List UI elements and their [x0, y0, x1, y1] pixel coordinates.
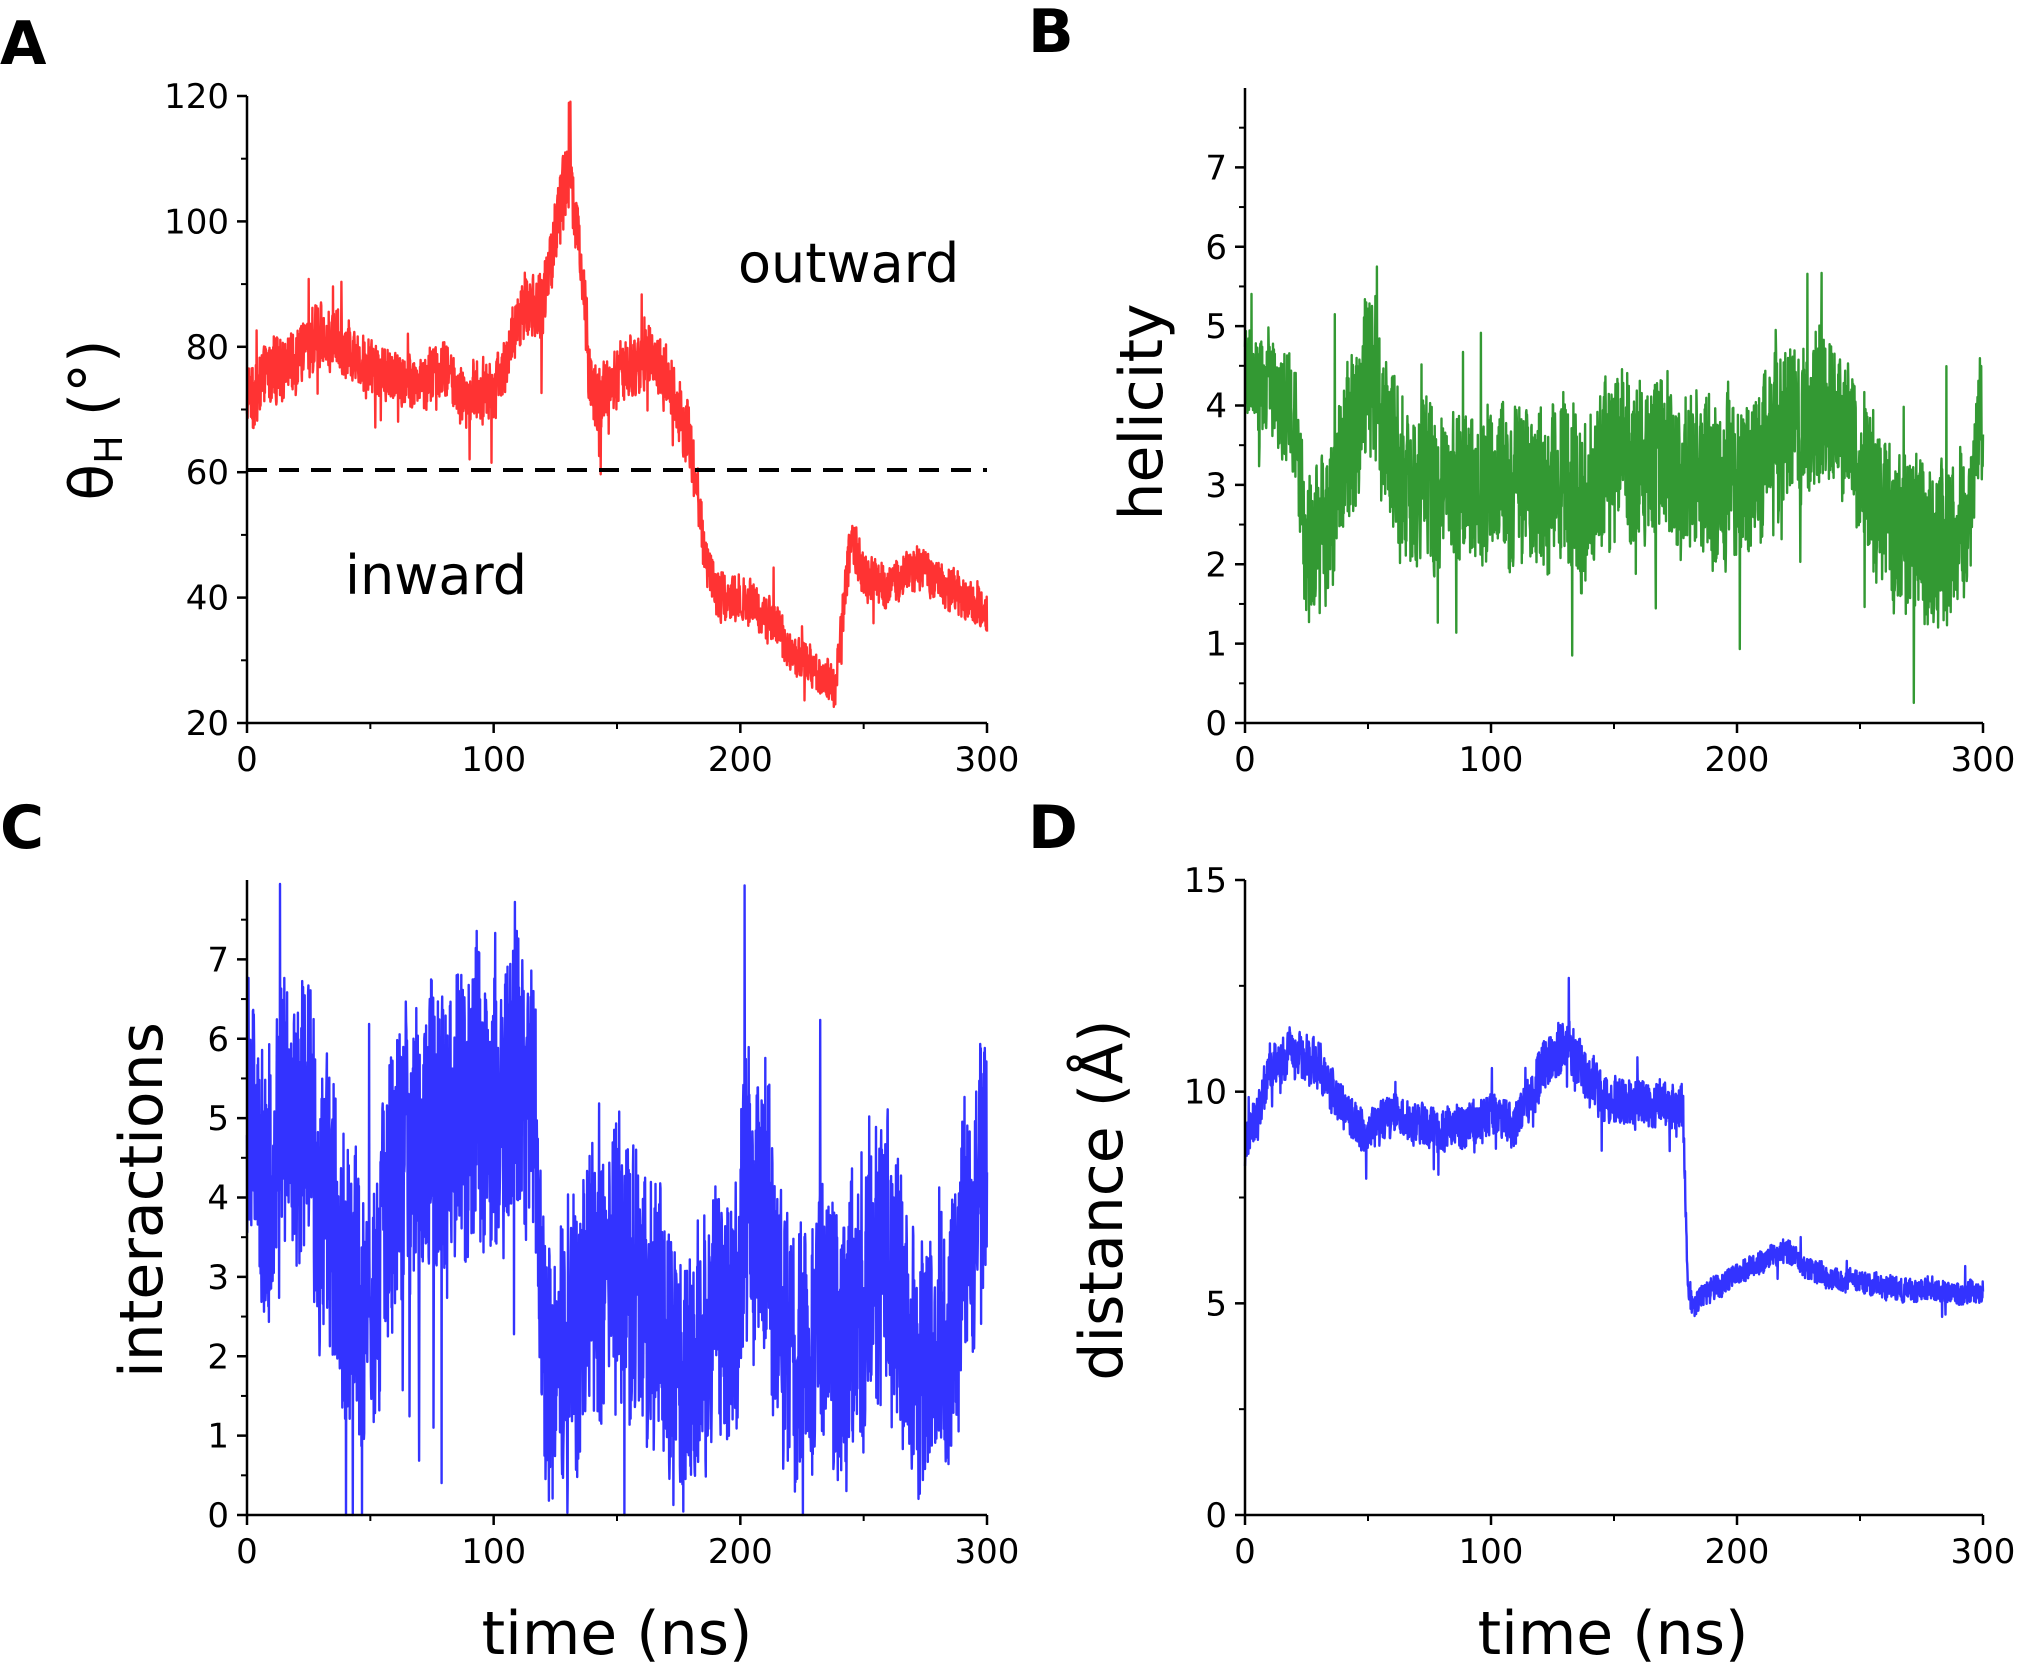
y-tick-label: 10 [1184, 1073, 1227, 1113]
y-tick-label: 0 [1205, 704, 1227, 744]
x-tick-label: 0 [236, 740, 258, 780]
x-tick-label: 0 [236, 1532, 258, 1572]
panel-d-chart: 0 100 200 300 0 5 10 15 distance (Å) time (ns) [1066, 861, 2015, 1669]
x-tick-label: 100 [461, 740, 526, 780]
x-tick-label: 200 [708, 740, 773, 780]
y-tick-label: 40 [186, 579, 229, 619]
x-tick-label: 300 [955, 740, 1020, 780]
x-tick-label: 0 [1234, 1532, 1256, 1572]
y-tick-label: 120 [164, 77, 229, 117]
panel-a-series-line [245, 100, 989, 709]
y-tick-label: 2 [1205, 545, 1227, 585]
panel-b-chart: 0 100 200 300 0 1 2 3 4 5 6 7 helicity [1107, 88, 2015, 780]
y-tick-label: 7 [1205, 148, 1227, 188]
y-tick-label: 60 [186, 453, 229, 493]
y-tick-label: 15 [1184, 861, 1227, 901]
panel-c-x-axis-label: time (ns) [482, 1599, 753, 1669]
y-tick-label: 6 [207, 1020, 229, 1060]
panel-d-series [1243, 976, 1985, 1319]
panel-b-axes: 0 100 200 300 0 1 2 3 4 5 6 7 [1205, 88, 2015, 780]
panel-b-y-axis-label: helicity [1107, 304, 1177, 521]
x-tick-label: 0 [1234, 740, 1256, 780]
x-tick-label: 200 [708, 1532, 773, 1572]
panel-letter-d: D [1028, 793, 1078, 863]
y-tick-label: 80 [186, 328, 229, 368]
panel-d-x-axis-label: time (ns) [1478, 1599, 1749, 1669]
y-tick-label: 1 [207, 1417, 229, 1457]
panel-b-series-line [1243, 265, 1985, 705]
x-tick-label: 100 [461, 1532, 526, 1572]
x-tick-label: 200 [1705, 1532, 1770, 1572]
y-tick-label: 2 [207, 1337, 229, 1377]
panel-a-axes: 0 100 200 300 20 40 60 80 100 120 [164, 77, 1019, 780]
x-tick-label: 100 [1459, 740, 1524, 780]
y-tick-label: 3 [1205, 466, 1227, 506]
panel-c-axes: 0 100 200 300 0 1 2 3 4 5 6 7 [207, 880, 1019, 1572]
y-tick-label: 100 [164, 202, 229, 242]
y-tick-label: 5 [207, 1099, 229, 1139]
x-tick-label: 100 [1459, 1532, 1524, 1572]
panel-d-axes: 0 100 200 300 0 5 10 15 [1184, 861, 2016, 1572]
panel-letter-a: A [0, 9, 47, 79]
panel-d-series-line [1243, 976, 1985, 1319]
panel-d-y-axis-label: distance (Å) [1066, 1019, 1137, 1380]
panel-letter-c: C [0, 793, 44, 863]
inward-label: inward [345, 544, 527, 607]
y-tick-label: 4 [1205, 387, 1227, 427]
outward-label: outward [738, 232, 959, 295]
y-tick-label: 4 [207, 1179, 229, 1219]
panel-a-y-axis-label: θH (°) [57, 339, 131, 500]
y-tick-label: 5 [1205, 307, 1227, 347]
y-tick-label: 3 [207, 1258, 229, 1298]
y-tick-label: 5 [1205, 1284, 1227, 1324]
panel-c-chart: 0 100 200 300 0 1 2 3 4 5 6 7 interactions time (ns… [107, 880, 1019, 1669]
x-tick-label: 200 [1705, 740, 1770, 780]
panel-letter-b: B [1028, 0, 1074, 67]
y-tick-label: 7 [207, 940, 229, 980]
y-tick-label: 0 [1205, 1496, 1227, 1536]
x-tick-label: 300 [1951, 1532, 2016, 1572]
x-tick-label: 300 [1951, 740, 2016, 780]
y-tick-label: 6 [1205, 228, 1227, 268]
x-tick-label: 300 [955, 1532, 1020, 1572]
y-tick-label: 20 [186, 704, 229, 744]
y-tick-label: 0 [207, 1496, 229, 1536]
panel-c-series-line [245, 882, 989, 1517]
panel-b-series [1243, 265, 1985, 705]
panel-c-y-axis-label: interactions [107, 1022, 177, 1378]
panel-a-series [245, 100, 989, 709]
panel-c-series [245, 882, 989, 1517]
y-tick-label: 1 [1205, 625, 1227, 665]
